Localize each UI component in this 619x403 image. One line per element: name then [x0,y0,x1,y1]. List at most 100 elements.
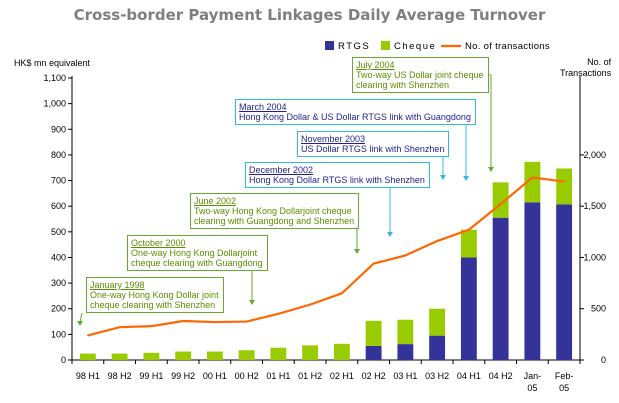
x-tick-label: 00 H2 [235,371,259,381]
bar-rtgs [397,344,414,360]
bar-cheque [270,347,287,360]
transactions-point [372,262,375,265]
annotation-date: July 2004 [356,60,395,70]
bar-cheque [397,319,414,345]
annotation-callout: November 2003 US Dollar RTGS link with Sh… [297,131,450,157]
annotation-text: Hong Kong Dollar & US Dollar RTGS link w… [239,112,471,122]
bar-cheque [175,351,192,360]
annotation-text: cheque clearing with Guangdong [131,258,263,268]
transactions-point [150,325,153,327]
annotation-date: October 2000 [131,238,186,248]
x-tick-label: Feb- [555,371,574,381]
bar-cheque [492,182,509,218]
annotation-text: Two-way Hong Kong Dollarjoint cheque [194,206,352,216]
annotation-arrowhead [387,232,393,237]
bar-rtgs [556,204,573,360]
transactions-point [277,313,280,315]
annotation-date: November 2003 [301,134,366,144]
x-tick-label: 99 H2 [171,371,195,381]
y-right-tick-label: 1,000 [583,252,606,262]
annotation-text: One-way Hong Kong Dollar joint [90,290,219,300]
y-left-tick-label: 1,000 [43,99,66,109]
x-tick-label: 98 H2 [108,371,132,381]
bar-rtgs [524,202,541,360]
y-left-tick-label: 900 [51,124,66,134]
legend-label: No. of transactions [465,41,550,52]
legend-swatch-cheque [381,41,390,50]
bar-rtgs [492,217,509,360]
x-tick-label: Jan- [524,371,542,381]
annotation-date: January 1998 [90,280,145,290]
annotation-text: clearing with Guangdong and Shenzhen [194,216,355,226]
transactions-point [245,320,248,323]
transactions-point [182,320,184,322]
annotation-text: Hong Kong Dollar RTGS link with Shenzhen [249,175,425,185]
x-tick-label: 03 H2 [425,371,449,381]
x-tick-label: 98 H1 [76,371,100,381]
x-tick-label: 02 H1 [330,371,354,381]
transactions-point [341,292,343,295]
x-tick-label: 99 H1 [139,371,163,381]
annotation-arrowhead [440,175,446,180]
bar-cheque [460,229,477,258]
transactions-point [436,240,438,242]
bar-cheque [206,351,223,360]
bar-cheque [143,352,160,360]
annotation-callout: July 2004 Two-way US Dollar joint cheque c… [352,57,489,93]
y-left-tick-label: 500 [51,227,66,237]
x-tick-label: 04 H1 [457,371,481,381]
bar-cheque [333,343,350,360]
transactions-point [563,180,565,183]
x-tick-label: 02 H2 [362,371,386,381]
bar-cheque [302,345,319,360]
transactions-point [118,326,121,328]
bar-cheque [79,353,96,360]
x-tick-label: 05 [527,383,537,393]
annotation-text: One-way Hong Kong Dollarjoint [131,248,258,258]
y-right-tick-label: 500 [591,304,606,314]
annotation-connector [489,74,492,168]
annotation-date: June 2002 [194,196,237,206]
annotation-arrowhead [463,176,469,181]
bar-cheque [556,168,573,205]
y-left-tick-label: 300 [51,278,66,288]
bar-cheque [524,161,541,203]
annotation-callout: January 1998 One-way Hong Kong Dollar joi… [86,277,224,313]
annotation-text: US Dollar RTGS link with Shenzhen [301,144,445,154]
legend-swatch-rtgs [325,41,334,50]
annotation-date: March 2004 [239,102,287,112]
y-left-tick-label: 400 [51,252,66,262]
transactions-point [404,254,407,257]
transactions-point [499,203,502,205]
y-right-tick-label: 0 [601,355,606,365]
annotation-arrowhead [488,167,494,172]
legend-label: Cheque [394,41,436,52]
left-axis-label: HK$ mn equivalent [14,58,91,68]
annotation-text: Two-way US Dollar joint cheque [356,70,484,80]
annotation-text: clearing with Shenzhen [356,80,450,90]
y-left-tick-label: 700 [51,176,66,186]
annotation-arrowhead [354,249,360,254]
annotation-callout: June 2002 Two-way Hong Kong Dollarjoint c… [190,193,360,229]
chart-title: Cross-border Payment Linkages Daily Aver… [73,6,546,24]
x-tick-label: 01 H1 [266,371,290,381]
transactions-point [87,334,89,337]
y-right-tick-label: 2,000 [583,150,606,160]
annotation-callout: December 2002 Hong Kong Dollar RTGS link … [245,162,430,188]
x-tick-label: 05 [559,383,569,393]
legend-label: RTGS [338,41,370,52]
x-tick-label: 04 H2 [489,371,513,381]
transactions-point [309,303,311,306]
right-axis-label-line-1: No. of [587,57,612,67]
transactions-line [87,176,565,337]
annotation-arrowhead [249,300,255,305]
annotation-text: cheque clearing with Shenzhen [90,300,216,310]
y-left-tick-label: 800 [51,150,66,160]
annotation-arrowhead [77,321,83,326]
transactions-point [531,176,534,179]
bar-cheque [238,350,255,360]
annotation-connector [79,312,83,323]
transactions-point [214,321,216,323]
bar-rtgs [429,335,446,360]
x-tick-label: 00 H1 [203,371,227,381]
